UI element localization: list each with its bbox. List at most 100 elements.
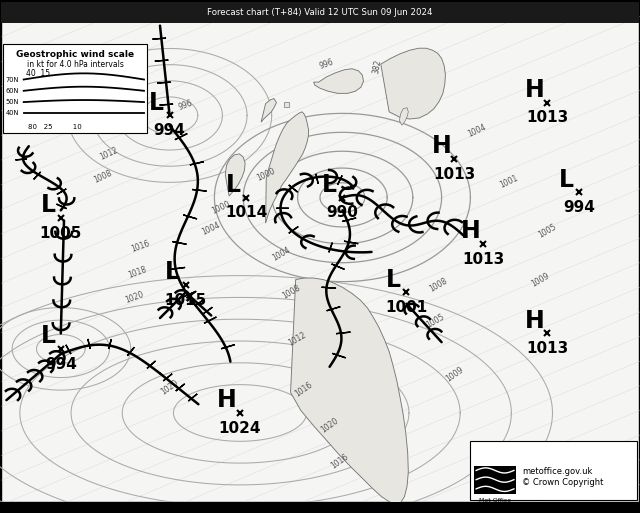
Text: 1000: 1000	[210, 200, 232, 216]
Text: 1005: 1005	[40, 226, 82, 241]
Text: 60N: 60N	[6, 88, 19, 94]
Text: 1012: 1012	[287, 330, 308, 347]
Polygon shape	[184, 291, 196, 297]
Text: 1013: 1013	[462, 251, 504, 267]
Text: L: L	[40, 193, 56, 217]
Text: L: L	[165, 260, 180, 284]
Text: 994: 994	[154, 123, 186, 139]
Polygon shape	[109, 339, 111, 349]
Polygon shape	[183, 215, 197, 219]
Text: 1013: 1013	[526, 341, 568, 357]
Text: Met Office: Met Office	[479, 498, 511, 503]
Text: 1004: 1004	[200, 220, 222, 236]
Text: 40N: 40N	[6, 110, 19, 116]
Text: 1005: 1005	[424, 312, 446, 329]
Text: L: L	[386, 268, 401, 291]
Text: 1020: 1020	[319, 417, 340, 435]
Text: 1013: 1013	[526, 110, 568, 126]
Polygon shape	[381, 48, 445, 119]
Text: 1020: 1020	[124, 290, 145, 305]
Polygon shape	[171, 267, 185, 269]
Text: 1000: 1000	[255, 166, 276, 183]
Text: 1004: 1004	[466, 123, 488, 139]
Text: L: L	[40, 324, 56, 348]
Polygon shape	[289, 227, 298, 233]
Polygon shape	[192, 189, 207, 191]
Text: 1001: 1001	[385, 300, 428, 315]
Polygon shape	[284, 102, 289, 107]
Polygon shape	[225, 154, 245, 196]
Polygon shape	[345, 185, 356, 189]
Text: L: L	[322, 173, 337, 196]
Text: H: H	[525, 309, 544, 332]
Polygon shape	[336, 332, 351, 333]
Polygon shape	[291, 278, 408, 504]
Polygon shape	[190, 162, 204, 165]
Text: L: L	[149, 91, 164, 114]
Text: 1016: 1016	[130, 239, 152, 254]
Polygon shape	[127, 347, 134, 356]
Text: 1014: 1014	[225, 205, 268, 221]
Polygon shape	[195, 300, 204, 306]
Polygon shape	[147, 361, 156, 368]
Polygon shape	[176, 384, 185, 391]
Polygon shape	[159, 104, 173, 105]
Text: 1016: 1016	[294, 381, 314, 399]
Text: 1012: 1012	[98, 146, 120, 162]
Text: Geostrophic wind scale: Geostrophic wind scale	[16, 50, 134, 60]
Polygon shape	[314, 69, 364, 93]
Polygon shape	[188, 394, 197, 401]
Polygon shape	[321, 287, 336, 288]
Text: H: H	[461, 219, 480, 243]
Polygon shape	[261, 98, 276, 122]
Text: 1015: 1015	[164, 292, 207, 308]
Text: 1020: 1020	[159, 378, 180, 397]
Polygon shape	[204, 317, 216, 323]
Bar	[0, 502, 640, 513]
Polygon shape	[221, 345, 235, 349]
Text: 70N: 70N	[6, 76, 19, 83]
Text: 990: 990	[326, 205, 358, 221]
Polygon shape	[34, 172, 40, 180]
Polygon shape	[57, 189, 67, 194]
Text: 1004: 1004	[271, 245, 292, 263]
Text: 1008: 1008	[280, 284, 302, 301]
Text: 40  15: 40 15	[26, 69, 50, 78]
Bar	[1, 2, 639, 23]
Polygon shape	[399, 108, 408, 125]
Text: 1024: 1024	[219, 421, 261, 436]
Text: L: L	[559, 168, 574, 191]
Text: 50N: 50N	[6, 99, 19, 105]
Polygon shape	[326, 307, 340, 311]
Text: H: H	[525, 78, 544, 102]
Polygon shape	[316, 174, 318, 184]
Polygon shape	[15, 159, 27, 160]
Text: in kt for 4.0 hPa intervals: in kt for 4.0 hPa intervals	[27, 60, 124, 69]
Polygon shape	[329, 243, 332, 252]
Polygon shape	[56, 204, 67, 209]
Polygon shape	[66, 345, 71, 354]
Text: H: H	[218, 388, 237, 412]
Text: 996: 996	[177, 98, 194, 112]
Text: 1001: 1001	[498, 174, 520, 190]
Bar	[470, 441, 637, 500]
Bar	[3, 44, 147, 133]
Text: 994: 994	[563, 200, 595, 215]
Polygon shape	[157, 82, 171, 83]
Polygon shape	[332, 264, 344, 269]
Polygon shape	[332, 353, 346, 358]
Text: metoffice.gov.uk
© Crown Copyright: metoffice.gov.uk © Crown Copyright	[522, 467, 604, 487]
Text: 996: 996	[318, 57, 335, 71]
Polygon shape	[186, 292, 195, 298]
Polygon shape	[152, 38, 166, 39]
Text: 1008: 1008	[428, 276, 449, 293]
Text: 382: 382	[372, 59, 383, 74]
Text: 1009: 1009	[530, 271, 552, 288]
Polygon shape	[342, 218, 356, 222]
Polygon shape	[344, 241, 358, 244]
Polygon shape	[163, 374, 172, 381]
Polygon shape	[155, 60, 168, 61]
Text: 994: 994	[45, 357, 77, 372]
Polygon shape	[88, 339, 90, 349]
Text: 1016: 1016	[329, 452, 349, 471]
